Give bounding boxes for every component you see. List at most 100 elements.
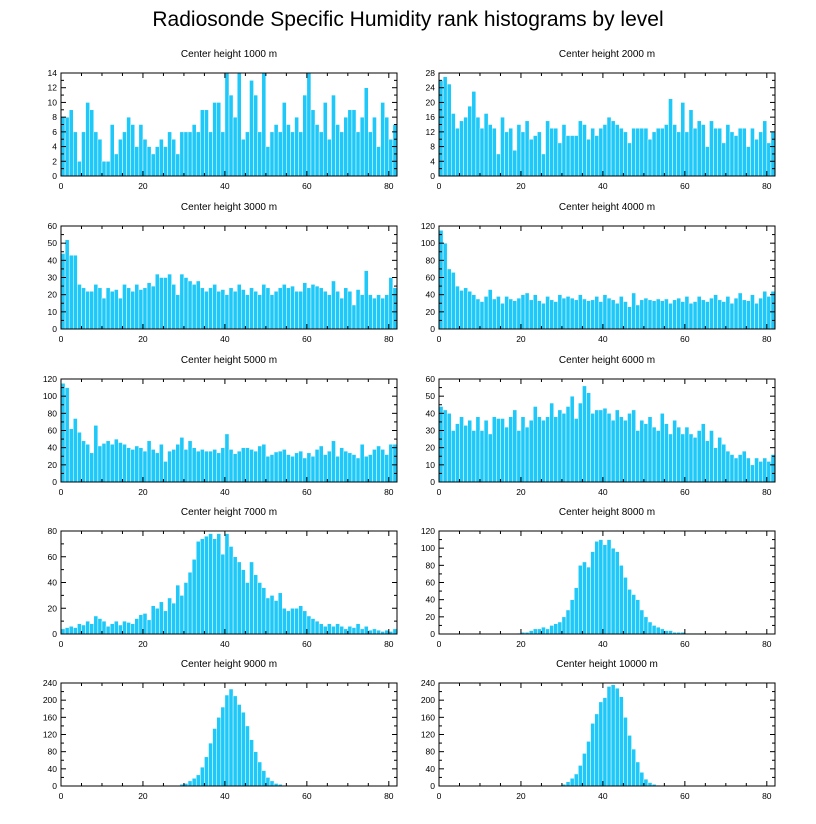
histogram-bar [692, 301, 698, 330]
histogram-bar [573, 299, 579, 330]
histogram-bar [306, 287, 312, 330]
histogram-bar [286, 124, 291, 177]
histogram-bar [676, 426, 682, 483]
histogram-bar [660, 628, 665, 635]
y-tick-label: 10 [48, 97, 58, 107]
y-tick-label: 20 [426, 612, 436, 622]
histogram-bar [709, 430, 714, 483]
histogram-bar [664, 298, 669, 330]
x-tick-label: 80 [762, 791, 772, 801]
histogram-bar [306, 615, 312, 635]
histogram-bar [643, 127, 649, 177]
y-tick-label: 0 [52, 629, 57, 639]
histogram-bar [68, 428, 74, 483]
histogram-bar [118, 297, 123, 330]
histogram-bar [265, 597, 271, 635]
y-tick-label: 20 [48, 290, 58, 300]
histogram-bar [204, 290, 209, 330]
histogram-bar [610, 684, 616, 787]
histogram-bar [368, 294, 373, 330]
histogram-bar [639, 772, 645, 787]
histogram-bar [602, 407, 608, 483]
histogram-bar [257, 582, 263, 635]
histogram-panel-4: Center height 4000 m 0 20 40 60 80 0 20 40 60 80 10… [421, 202, 776, 344]
histogram-bar [606, 297, 612, 330]
histogram-bar [688, 303, 694, 330]
histogram-bar [142, 450, 148, 483]
histogram-bar [582, 124, 587, 177]
y-tick-label: 50 [48, 238, 58, 248]
histogram-bar [277, 131, 283, 177]
histogram-bar [746, 457, 751, 483]
histogram-bar [537, 131, 542, 177]
histogram-bar [64, 239, 70, 330]
histogram-bar [705, 440, 710, 483]
x-tick-label: 60 [302, 487, 312, 497]
histogram-bar [159, 277, 164, 330]
histogram-bar [331, 440, 336, 483]
histogram-bar [224, 433, 230, 483]
histogram-bar [212, 538, 217, 635]
histogram-bar [573, 135, 579, 177]
histogram-bar [339, 131, 344, 177]
histogram-bar [598, 409, 604, 483]
histogram-bar [261, 443, 267, 483]
histogram-bar [261, 72, 267, 177]
y-tick-label: 6 [52, 127, 57, 137]
x-tick-label: 60 [680, 181, 690, 191]
histogram-bar [269, 131, 275, 177]
y-tick-label: 0 [430, 629, 435, 639]
histogram-bar [302, 94, 308, 177]
histogram-bar [73, 627, 78, 635]
histogram-bar [372, 449, 377, 483]
histogram-bar [586, 741, 591, 787]
histogram-bar [101, 443, 107, 483]
histogram-bar [582, 298, 587, 330]
histogram-bar [331, 626, 336, 635]
histogram-bar [492, 127, 497, 177]
histogram-bar [130, 623, 136, 635]
histogram-bar [561, 297, 567, 330]
histogram-bar [627, 413, 632, 483]
histogram-bar [541, 303, 546, 330]
histogram-bar [508, 416, 514, 483]
histogram-bar [684, 296, 690, 330]
y-tick-label: 16 [426, 112, 436, 122]
histogram-bar [672, 124, 677, 177]
histogram-bar [639, 127, 645, 177]
histogram-bar [635, 430, 641, 483]
histogram-bar [142, 613, 148, 635]
histogram-bar [541, 153, 546, 177]
histogram-bar [582, 753, 587, 787]
histogram-bar [631, 292, 636, 330]
histogram-bar [228, 688, 234, 787]
y-tick-label: 10 [48, 307, 58, 317]
histogram-bar [737, 454, 743, 483]
histogram-bar [122, 284, 127, 330]
histogram-bar [754, 138, 759, 177]
histogram-bar [159, 138, 164, 177]
histogram-bar [557, 621, 563, 635]
histogram-bar [569, 395, 575, 483]
histogram-bar [310, 109, 316, 177]
histogram-bar [733, 135, 739, 177]
histogram-bar [758, 297, 763, 330]
histogram-bar [758, 131, 763, 177]
histogram-bar [463, 116, 468, 177]
histogram-bar [557, 142, 563, 177]
histogram-bar [512, 300, 518, 330]
histogram-bar [602, 124, 608, 177]
histogram-bar [651, 300, 657, 330]
histogram-bar [228, 287, 234, 330]
histogram-bar [565, 609, 571, 635]
histogram-bar [97, 618, 103, 635]
histogram-bar [737, 292, 743, 330]
panel-title: Center height 6000 m [559, 355, 655, 366]
histogram-bar [376, 629, 381, 635]
histogram-bar [586, 138, 591, 177]
histogram-bar [569, 599, 575, 635]
histogram-bar [290, 285, 295, 330]
histogram-bar [376, 146, 381, 177]
histogram-bar [688, 109, 694, 177]
x-tick-label: 20 [516, 181, 526, 191]
